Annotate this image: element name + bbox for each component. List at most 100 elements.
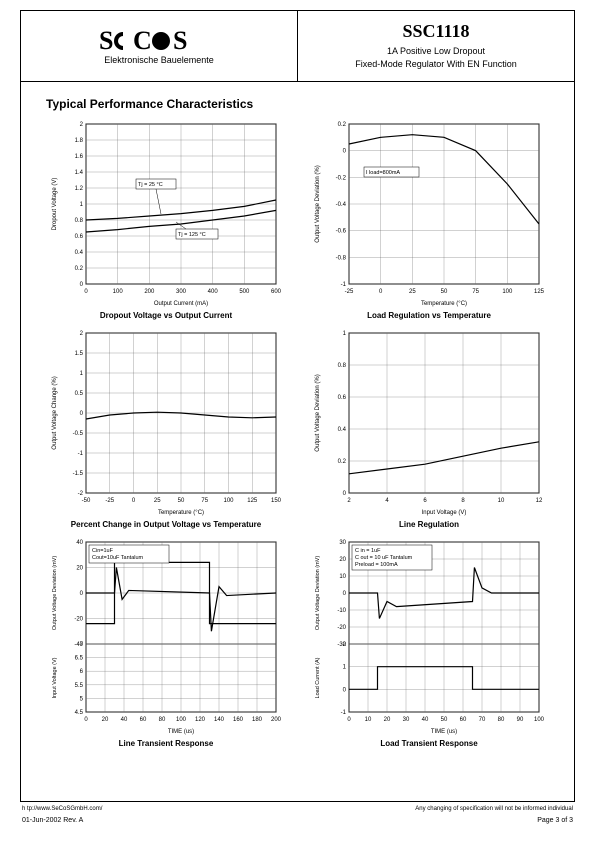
svg-text:30: 30 bbox=[403, 717, 410, 723]
svg-text:160: 160 bbox=[233, 717, 244, 723]
footer-upper: h tp://www.SeCoSGmbH.com/ Any changing o… bbox=[22, 806, 573, 812]
svg-text:-1: -1 bbox=[341, 710, 347, 716]
svg-text:-1.5: -1.5 bbox=[73, 471, 84, 477]
svg-text:0.4: 0.4 bbox=[75, 250, 84, 256]
svg-text:1: 1 bbox=[80, 371, 84, 377]
svg-text:1: 1 bbox=[80, 202, 84, 208]
svg-text:8: 8 bbox=[461, 498, 465, 504]
svg-text:-1: -1 bbox=[78, 451, 84, 457]
header-left: S C S Elektronische Bauelemente bbox=[21, 11, 298, 81]
svg-text:6: 6 bbox=[423, 498, 427, 504]
svg-text:-0.2: -0.2 bbox=[336, 175, 347, 181]
content-frame: S C S Elektronische Bauelemente SSC1118 … bbox=[20, 10, 575, 802]
svg-text:Output Voltage Deviation (%): Output Voltage Deviation (%) bbox=[315, 374, 321, 451]
chart-pct-change: -50-250255075100125150-2-1.5-1-0.500.511… bbox=[46, 328, 286, 529]
svg-text:Input Voltage (V): Input Voltage (V) bbox=[422, 510, 467, 516]
logo-subtitle: Elektronische Bauelemente bbox=[104, 55, 214, 65]
chart-pct-change-title: Percent Change in Output Voltage vs Temp… bbox=[46, 520, 286, 529]
svg-text:25: 25 bbox=[154, 498, 161, 504]
svg-text:I load=800mA: I load=800mA bbox=[366, 170, 400, 176]
svg-text:-2: -2 bbox=[78, 491, 84, 497]
chart-row-2: -50-250255075100125150-2-1.5-1-0.500.511… bbox=[46, 328, 549, 529]
chart-load-reg-temp-title: Load Regulation vs Temperature bbox=[309, 311, 549, 320]
svg-text:50: 50 bbox=[178, 498, 185, 504]
svg-text:70: 70 bbox=[479, 717, 486, 723]
svg-text:Output Voltage Deviation (%): Output Voltage Deviation (%) bbox=[315, 165, 321, 242]
svg-text:80: 80 bbox=[498, 717, 505, 723]
svg-text:0: 0 bbox=[84, 717, 88, 723]
svg-text:Output Voltage Deviation (mV): Output Voltage Deviation (mV) bbox=[315, 556, 321, 630]
svg-text:7: 7 bbox=[80, 642, 84, 648]
svg-text:-25: -25 bbox=[345, 289, 354, 295]
svg-text:40: 40 bbox=[422, 717, 429, 723]
header: S C S Elektronische Bauelemente SSC1118 … bbox=[21, 11, 574, 82]
svg-text:Output Voltage Change (%): Output Voltage Change (%) bbox=[52, 376, 58, 449]
svg-text:0: 0 bbox=[80, 282, 84, 288]
svg-text:4.5: 4.5 bbox=[75, 710, 84, 716]
svg-text:4: 4 bbox=[385, 498, 389, 504]
svg-text:0.6: 0.6 bbox=[338, 395, 347, 401]
svg-text:C: C bbox=[133, 27, 154, 55]
svg-text:2: 2 bbox=[343, 642, 347, 648]
svg-text:TIME (us): TIME (us) bbox=[168, 729, 194, 735]
chart-line-reg-svg: 2468101200.20.40.60.81Input Voltage (V)O… bbox=[309, 328, 549, 518]
svg-text:12: 12 bbox=[536, 498, 543, 504]
svg-text:0.6: 0.6 bbox=[75, 234, 84, 240]
svg-text:75: 75 bbox=[201, 498, 208, 504]
part-number: SSC1118 bbox=[402, 21, 469, 42]
svg-text:50: 50 bbox=[441, 717, 448, 723]
svg-text:180: 180 bbox=[252, 717, 263, 723]
svg-text:1.8: 1.8 bbox=[75, 138, 84, 144]
footer-url: h tp://www.SeCoSGmbH.com/ bbox=[22, 806, 102, 812]
svg-text:2: 2 bbox=[80, 331, 84, 337]
svg-text:10: 10 bbox=[339, 574, 346, 580]
svg-text:0.4: 0.4 bbox=[338, 427, 347, 433]
svg-text:0: 0 bbox=[343, 491, 347, 497]
footer-disclaimer: Any changing of specification will not b… bbox=[415, 806, 573, 812]
part-desc-line2: Fixed-Mode Regulator With EN Function bbox=[355, 59, 517, 69]
svg-text:-0.8: -0.8 bbox=[336, 255, 347, 261]
svg-text:120: 120 bbox=[195, 717, 206, 723]
svg-text:100: 100 bbox=[113, 289, 124, 295]
svg-text:S: S bbox=[173, 27, 189, 55]
svg-text:Cout=10uF Tantalum: Cout=10uF Tantalum bbox=[92, 555, 144, 561]
svg-text:0.2: 0.2 bbox=[75, 266, 84, 272]
svg-text:1: 1 bbox=[343, 331, 347, 337]
svg-text:0: 0 bbox=[132, 498, 136, 504]
svg-text:100: 100 bbox=[502, 289, 513, 295]
svg-text:0.8: 0.8 bbox=[338, 363, 347, 369]
svg-text:1: 1 bbox=[343, 665, 347, 671]
svg-text:10: 10 bbox=[498, 498, 505, 504]
footer-date: 01-Jun-2002 Rev. A bbox=[22, 817, 83, 824]
svg-text:5: 5 bbox=[80, 696, 84, 702]
svg-text:200: 200 bbox=[144, 289, 155, 295]
section-title: Typical Performance Characteristics bbox=[46, 97, 574, 111]
chart-load-reg-temp-svg: -250255075100125-1-0.8-0.6-0.4-0.200.2Te… bbox=[309, 119, 549, 309]
chart-load-transient-title: Load Transient Response bbox=[309, 739, 549, 748]
svg-text:10: 10 bbox=[365, 717, 372, 723]
svg-text:0.2: 0.2 bbox=[338, 459, 347, 465]
svg-text:125: 125 bbox=[534, 289, 545, 295]
svg-text:100: 100 bbox=[223, 498, 234, 504]
svg-text:-25: -25 bbox=[105, 498, 114, 504]
header-right: SSC1118 1A Positive Low Dropout Fixed-Mo… bbox=[298, 11, 574, 81]
chart-dropout-svg: 010020030040050060000.20.40.60.811.21.41… bbox=[46, 119, 286, 309]
svg-text:-0.5: -0.5 bbox=[73, 431, 84, 437]
chart-row-1: 010020030040050060000.20.40.60.811.21.41… bbox=[46, 119, 549, 320]
chart-pct-change-svg: -50-250255075100125150-2-1.5-1-0.500.511… bbox=[46, 328, 286, 518]
svg-text:100: 100 bbox=[176, 717, 187, 723]
footer-lower: 01-Jun-2002 Rev. A Page 3 of 3 bbox=[22, 817, 573, 824]
svg-text:6: 6 bbox=[80, 669, 84, 675]
svg-text:1.6: 1.6 bbox=[75, 154, 84, 160]
chart-line-reg-title: Line Regulation bbox=[309, 520, 549, 529]
svg-text:75: 75 bbox=[472, 289, 479, 295]
chart-dropout: 010020030040050060000.20.40.60.811.21.41… bbox=[46, 119, 286, 320]
svg-text:140: 140 bbox=[214, 717, 225, 723]
svg-text:60: 60 bbox=[460, 717, 467, 723]
svg-text:20: 20 bbox=[384, 717, 391, 723]
svg-text:Cin=1uF: Cin=1uF bbox=[92, 548, 114, 554]
svg-text:0: 0 bbox=[379, 289, 383, 295]
svg-text:50: 50 bbox=[441, 289, 448, 295]
logo-text: S C S bbox=[99, 27, 219, 55]
svg-text:-50: -50 bbox=[82, 498, 91, 504]
